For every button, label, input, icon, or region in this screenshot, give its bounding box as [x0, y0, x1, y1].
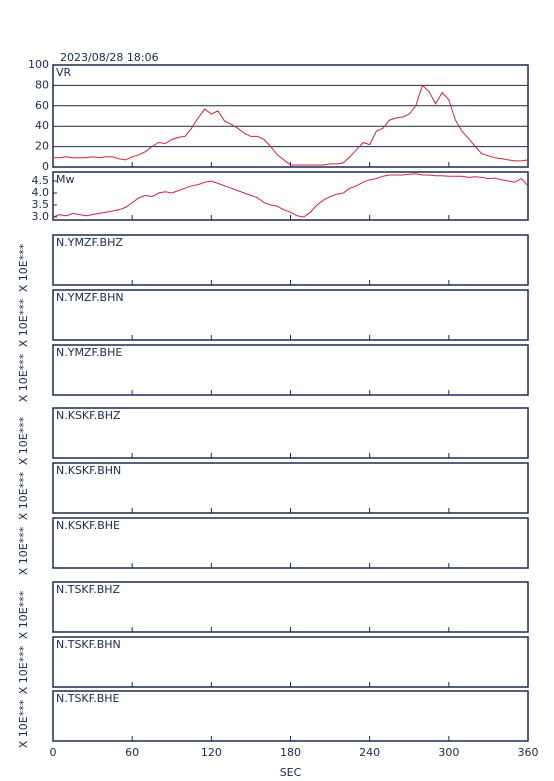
panel-frame [52, 462, 529, 514]
y-tick-label: 40 [35, 119, 49, 132]
x-tick-label: 300 [438, 746, 459, 759]
panel-label: N.YMZF.BHZ [56, 236, 123, 249]
y-tick-label: 60 [35, 99, 49, 112]
x-tick-label: 0 [50, 746, 57, 759]
panel-frame [52, 517, 529, 569]
y-axis-label: X 10E*** [17, 298, 30, 347]
panel-label: VR [56, 66, 72, 79]
y-tick-label: 20 [35, 140, 49, 153]
panel-frame [52, 581, 529, 633]
x-tick-label: 180 [280, 746, 301, 759]
panel-label: N.KSKF.BHN [56, 464, 121, 477]
y-tick-label: 80 [35, 78, 49, 91]
panel-frame [52, 636, 529, 688]
data-line [53, 84, 529, 166]
x-tick-label: 120 [201, 746, 222, 759]
y-axis-label: X 10E*** [17, 353, 30, 402]
y-axis-label: X 10E*** [17, 590, 30, 639]
x-axis-label: SEC [280, 766, 302, 779]
y-axis-label: X 10E*** [17, 526, 30, 575]
panel-label: N.TSKF.BHN [56, 638, 121, 651]
y-tick-label: 0 [42, 160, 49, 173]
y-axis-label: X 10E*** [17, 471, 30, 520]
panel-frame [52, 171, 529, 221]
y-tick-label: 3.0 [32, 210, 50, 223]
x-tick-label: 360 [518, 746, 539, 759]
panel-frame [52, 690, 529, 742]
y-tick-label: 4.5 [32, 174, 50, 187]
y-axis-label: X 10E*** [17, 243, 30, 292]
panel-label: N.YMZF.BHN [56, 291, 124, 304]
panel-label: N.KSKF.BHZ [56, 409, 121, 422]
panel-frame [52, 289, 529, 341]
x-tick-label: 60 [125, 746, 139, 759]
y-axis-label: X 10E*** [17, 416, 30, 465]
y-axis-label: X 10E*** [17, 699, 30, 748]
panel-frame [52, 407, 529, 459]
data-line [52, 173, 529, 218]
panel-frame [52, 344, 529, 396]
y-tick-label: 4.0 [32, 186, 50, 199]
panel-frame [52, 64, 529, 168]
y-axis-label: X 10E*** [17, 645, 30, 694]
y-tick-label: 100 [28, 58, 49, 71]
panel-frame [52, 234, 529, 286]
x-tick-label: 240 [359, 746, 380, 759]
panel-label: Mw [56, 173, 75, 186]
y-tick-label: 3.5 [32, 198, 50, 211]
panel-label: N.YMZF.BHE [56, 346, 122, 359]
panel-label: N.TSKF.BHZ [56, 583, 121, 596]
panel-label: N.TSKF.BHE [56, 692, 120, 705]
panel-label: N.KSKF.BHE [56, 519, 120, 532]
chart-title: 2023/08/28 18:06 [60, 51, 159, 64]
